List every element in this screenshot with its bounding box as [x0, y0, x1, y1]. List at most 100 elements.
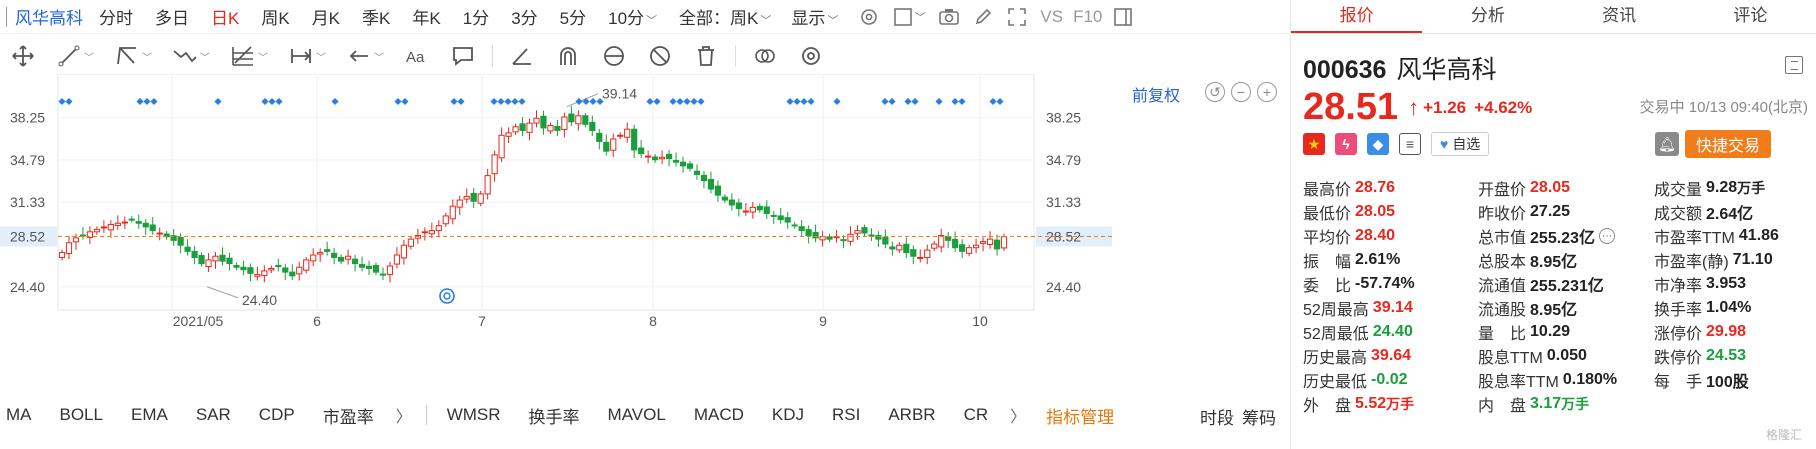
delete-tool-icon[interactable] — [693, 42, 719, 70]
period-tab-daily[interactable]: 日K — [211, 9, 240, 28]
indicator-cr[interactable]: CR — [963, 405, 989, 424]
tab-comments[interactable]: 评论 — [1733, 6, 1768, 25]
text-tool-icon[interactable]: Aa — [404, 42, 430, 70]
compare-tool-icon[interactable] — [752, 42, 778, 70]
tab-analysis[interactable]: 分析 — [1470, 6, 1505, 25]
chevron-right-icon[interactable]: 〉 — [395, 409, 412, 426]
hide-tool-icon[interactable] — [647, 42, 673, 70]
indicator-arbr[interactable]: ARBR — [888, 405, 936, 424]
indicator-ma[interactable]: MA — [6, 405, 32, 424]
zoom-out-icon[interactable]: − — [1231, 82, 1251, 102]
event-marker-icon[interactable] — [833, 97, 841, 106]
tab-quote[interactable]: 报价 — [1291, 0, 1423, 33]
event-marker-icon[interactable] — [331, 97, 339, 106]
add-watchlist-button[interactable]: ♥ 自选 — [1431, 132, 1490, 156]
indicator-manager-button[interactable]: 指标管理 — [1046, 407, 1115, 427]
chips-button[interactable]: 筹码 — [1242, 409, 1276, 428]
indicator-kdj[interactable]: KDJ — [771, 405, 804, 424]
event-marker-icon[interactable] — [401, 97, 409, 106]
event-marker-icon[interactable] — [394, 97, 402, 106]
zoom-in-icon[interactable]: + — [1257, 82, 1277, 102]
event-marker-icon[interactable] — [65, 97, 73, 106]
event-marker-icon[interactable] — [807, 97, 815, 106]
fib-tool-icon[interactable]: ﹀ — [230, 42, 268, 70]
event-marker-icon[interactable] — [904, 97, 912, 106]
event-marker-icon[interactable] — [457, 97, 465, 106]
event-marker-icon[interactable] — [888, 97, 896, 106]
indicator-boll[interactable]: BOLL — [59, 405, 103, 424]
session-button[interactable]: 时段 — [1200, 409, 1234, 428]
event-marker-icon[interactable] — [518, 97, 526, 106]
event-marker-icon[interactable] — [504, 97, 512, 106]
event-marker-icon[interactable] — [575, 97, 583, 106]
indicator-ema[interactable]: EMA — [130, 405, 168, 424]
event-marker-icon[interactable] — [582, 97, 590, 106]
event-marker-icon[interactable] — [589, 97, 597, 106]
tag-icon[interactable]: ◆ — [1367, 133, 1389, 155]
arrow-tool-icon[interactable]: ﹀ — [346, 42, 384, 70]
event-marker-icon[interactable] — [646, 97, 654, 106]
indicator-cdp[interactable]: CDP — [258, 405, 295, 424]
event-marker-icon[interactable] — [275, 97, 283, 106]
sidebar-toggle-icon[interactable] — [1112, 6, 1134, 28]
event-marker-icon[interactable] — [676, 97, 684, 106]
indicator-mavol[interactable]: MAVOL — [607, 405, 666, 424]
line-tool-icon[interactable]: ﹀ — [56, 42, 94, 70]
stock-name-label[interactable]: 风华高科 — [15, 9, 83, 28]
angle-tool-icon[interactable] — [509, 42, 535, 70]
bell-icon[interactable]: 🔔︎ — [1655, 132, 1679, 156]
compare-vs-button[interactable]: VS — [1040, 6, 1064, 26]
kline-chart[interactable]: 2021/05 6 7 8 9 10 38.25 38.25 34.79 34.79 31.33 31… — [0, 74, 1288, 396]
indicator-macd[interactable]: MACD — [693, 405, 744, 424]
chevron-right-icon[interactable]: 〉 — [1010, 409, 1027, 426]
comment-tool-icon[interactable] — [450, 42, 476, 70]
at-marker-icon[interactable] — [439, 288, 455, 304]
document-icon[interactable]: ≡ — [1399, 133, 1421, 155]
magnet-tool-icon[interactable] — [555, 42, 581, 70]
pencil-icon[interactable] — [972, 6, 994, 28]
event-marker-icon[interactable] — [450, 97, 458, 106]
display-select[interactable]: 显示 ﹀ — [791, 4, 838, 29]
event-marker-icon[interactable] — [268, 97, 276, 106]
period-tab-yearly[interactable]: 年K — [412, 9, 441, 28]
more-icon[interactable]: ⋯ — [1598, 228, 1615, 244]
period-tab-multiday[interactable]: 多日 — [155, 9, 189, 28]
fullscreen-icon[interactable] — [1006, 6, 1028, 28]
event-marker-icon[interactable] — [143, 97, 151, 106]
indicator-rsi[interactable]: RSI — [832, 405, 861, 424]
tab-news[interactable]: 资讯 — [1602, 6, 1637, 25]
event-marker-icon[interactable] — [697, 97, 705, 106]
event-marker-icon[interactable] — [511, 97, 519, 106]
period-tab-1min[interactable]: 1分 — [462, 9, 490, 28]
event-marker-icon[interactable] — [490, 97, 498, 106]
event-marker-icon[interactable] — [653, 97, 661, 106]
event-marker-icon[interactable] — [996, 97, 1004, 106]
camera-icon[interactable] — [938, 6, 960, 28]
event-marker-icon[interactable] — [989, 97, 997, 106]
event-marker-icon[interactable] — [800, 97, 808, 106]
period-tab-10min[interactable]: 10分 ﹀ — [608, 4, 657, 29]
event-marker-icon[interactable] — [683, 97, 691, 106]
event-marker-icon[interactable] — [136, 97, 144, 106]
event-marker-icon[interactable] — [690, 97, 698, 106]
period-tab-monthly[interactable]: 月K — [311, 9, 341, 28]
event-marker-icon[interactable] — [935, 97, 943, 106]
settings-tool-icon[interactable] — [798, 42, 824, 70]
event-marker-icon[interactable] — [911, 97, 919, 106]
indicator-turnover[interactable]: 换手率 — [528, 407, 580, 427]
event-marker-icon[interactable] — [596, 97, 604, 106]
event-marker-icon[interactable] — [958, 97, 966, 106]
indicator-wmsr[interactable]: WMSR — [446, 405, 501, 424]
period-tab-5min[interactable]: 5分 — [559, 9, 587, 28]
period-tab-weekly[interactable]: 周K — [261, 9, 290, 28]
period-tab-quarterly[interactable]: 季K — [362, 9, 391, 28]
settings-icon[interactable] — [858, 6, 880, 28]
chart-style-icon[interactable]: ﹀ — [892, 6, 926, 28]
f10-button[interactable]: F10 — [1073, 6, 1103, 26]
event-marker-icon[interactable] — [786, 97, 794, 106]
eye-tool-icon[interactable] — [601, 42, 627, 70]
period-tab-intraday[interactable]: 分时 — [99, 9, 133, 28]
price-adjust-select[interactable]: 前复权 — [1132, 88, 1181, 105]
indicator-pe[interactable]: 市盈率 — [322, 407, 374, 427]
event-marker-icon[interactable] — [214, 97, 222, 106]
